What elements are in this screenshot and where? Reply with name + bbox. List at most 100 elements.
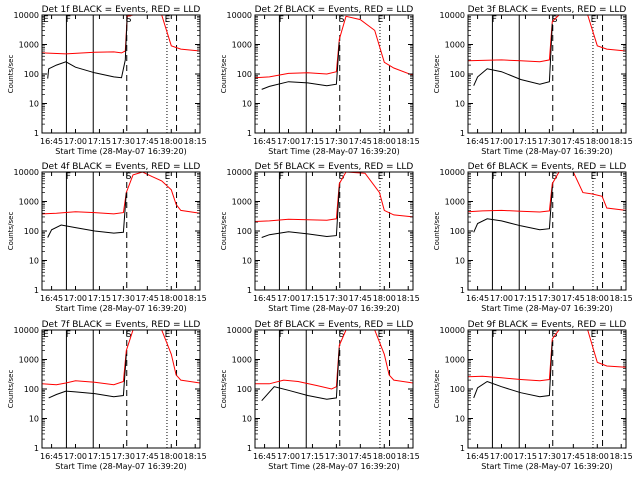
y-tick-label: 1 [34, 444, 39, 453]
series-line-2 [473, 341, 553, 399]
marker-label-2: S [552, 15, 558, 25]
x-axis-label: Start Time (28-May-07 16:39:20) [55, 147, 186, 156]
x-tick-label: 17:15 [88, 294, 111, 303]
x-axis-label: Start Time (28-May-07 16:39:20) [481, 304, 612, 313]
marker-label-4: E [165, 330, 171, 340]
y-tick-label: 100 [450, 385, 465, 394]
marker-label-2: F [66, 330, 71, 340]
marker-label-1: F [279, 172, 284, 182]
x-tick-label: 17:45 [562, 137, 585, 146]
marker-label-3: E [591, 172, 597, 182]
x-tick-label: 17:30 [325, 137, 348, 146]
y-axis-label: Counts/sec [7, 370, 15, 409]
marker-label-3: S [126, 330, 132, 340]
y-tick-label: 10000 [227, 326, 252, 335]
marker-label-3: E [378, 15, 384, 25]
y-axis-label: Counts/sec [7, 212, 15, 251]
x-tick-label: 17:30 [325, 452, 348, 461]
x-tick-label: 18:00 [373, 452, 396, 461]
marker-label-2: S [126, 172, 132, 182]
y-tick-label: 100 [450, 70, 465, 79]
y-tick-label: 1 [247, 444, 252, 453]
x-axis-label: Start Time (28-May-07 16:39:20) [481, 147, 612, 156]
y-axis-label: Counts/sec [433, 212, 441, 251]
y-tick-label: 10000 [440, 11, 465, 20]
y-tick-label: 1000 [232, 41, 252, 50]
marker-label-3: E [378, 330, 384, 340]
series-line-2 [48, 354, 127, 399]
marker-label-1: E [43, 15, 49, 25]
x-axis-label: Start Time (28-May-07 16:39:20) [268, 304, 399, 313]
marker-label-3: E [591, 15, 597, 25]
x-tick-label: 18:15 [184, 294, 207, 303]
series-line-2 [261, 42, 340, 90]
y-tick-label: 1000 [19, 198, 39, 207]
marker-label-4: E [165, 15, 171, 25]
x-tick-label: 16:45 [466, 294, 489, 303]
series-line-1 [41, 171, 201, 215]
y-axis-label: Counts/sec [220, 370, 228, 409]
x-tick-label: 17:30 [112, 137, 135, 146]
x-tick-label: 18:00 [160, 294, 183, 303]
series-line-1 [467, 329, 627, 382]
x-tick-label: 17:45 [136, 452, 159, 461]
y-tick-label: 1 [460, 286, 465, 295]
y-tick-label: 1 [247, 129, 252, 138]
x-tick-label: 18:00 [586, 137, 609, 146]
x-tick-label: 18:15 [184, 137, 207, 146]
x-tick-label: 17:00 [64, 294, 87, 303]
y-tick-label: 1000 [19, 41, 39, 50]
y-tick-label: 10 [242, 415, 252, 424]
y-axis-label: Counts/sec [433, 370, 441, 409]
x-tick-label: 17:45 [136, 137, 159, 146]
series-line-1 [467, 171, 627, 213]
x-tick-label: 17:15 [514, 137, 537, 146]
marker-label-2: S [339, 15, 345, 25]
series-line-2 [261, 187, 340, 238]
y-tick-label: 10000 [14, 168, 39, 177]
x-tick-label: 17:00 [277, 294, 300, 303]
y-tick-label: 1 [247, 286, 252, 295]
y-tick-label: 1 [34, 129, 39, 138]
series-line-2 [47, 16, 128, 79]
marker-label-2: S [339, 172, 345, 182]
x-tick-label: 18:15 [610, 452, 633, 461]
marker-label-2: S [339, 330, 345, 340]
series-line-2 [473, 23, 553, 86]
y-tick-label: 10 [455, 257, 465, 266]
x-tick-label: 16:45 [40, 294, 63, 303]
x-tick-label: 17:15 [514, 294, 537, 303]
x-tick-label: 17:45 [349, 294, 372, 303]
x-tick-label: 17:30 [538, 294, 561, 303]
y-tick-label: 10000 [440, 326, 465, 335]
x-tick-label: 18:00 [160, 452, 183, 461]
x-tick-label: 18:15 [184, 452, 207, 461]
marker-label-1: E [43, 330, 49, 340]
x-tick-label: 18:00 [160, 137, 183, 146]
chart-title: Det 4f BLACK = Events, RED = LLD [42, 162, 201, 172]
y-tick-label: 100 [450, 227, 465, 236]
marker-label-1: F [279, 15, 284, 25]
x-axis-label: Start Time (28-May-07 16:39:20) [55, 304, 186, 313]
y-tick-label: 10000 [14, 326, 39, 335]
x-tick-label: 18:15 [610, 137, 633, 146]
x-axis-label: Start Time (28-May-07 16:39:20) [55, 462, 186, 471]
y-tick-label: 10 [455, 100, 465, 109]
marker-label-3: E [165, 172, 171, 182]
chart-title: Det 6f BLACK = Events, RED = LLD [468, 162, 627, 172]
x-tick-label: 17:45 [562, 294, 585, 303]
x-tick-label: 17:15 [88, 137, 111, 146]
x-tick-label: 16:45 [40, 137, 63, 146]
x-tick-label: 17:00 [64, 452, 87, 461]
marker-label-2: F [66, 15, 71, 25]
x-tick-label: 16:45 [466, 137, 489, 146]
x-tick-label: 17:45 [349, 137, 372, 146]
x-tick-label: 18:15 [397, 294, 420, 303]
marker-label-1: F [492, 172, 497, 182]
x-tick-label: 18:00 [586, 294, 609, 303]
